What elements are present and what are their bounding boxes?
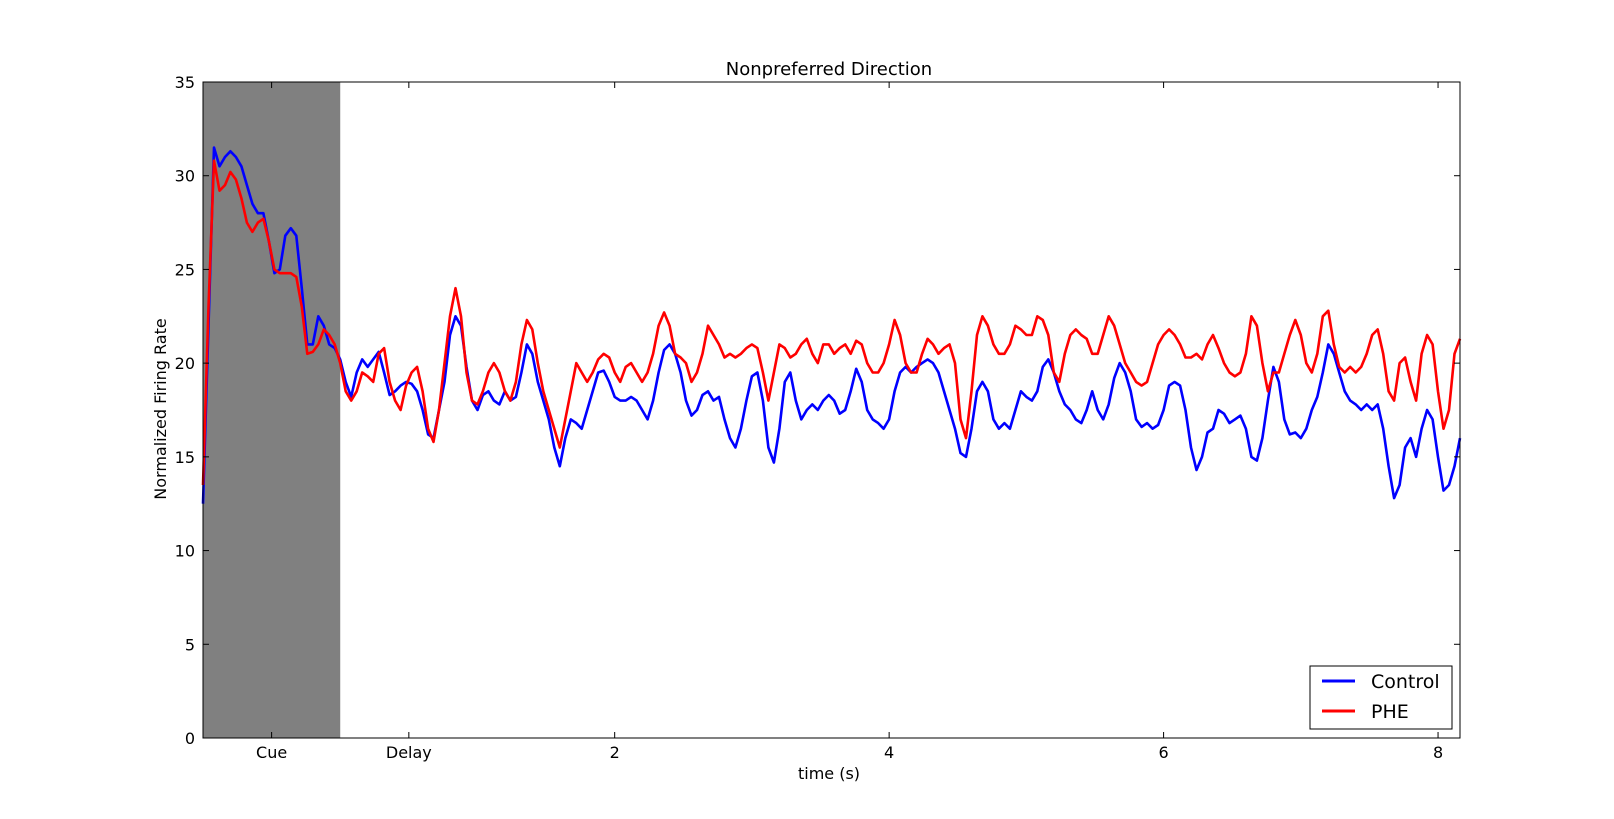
y-axis-label: Normalized Firing Rate [151, 318, 170, 499]
series-line-control [201, 146, 1462, 504]
series-line-phe [201, 159, 1462, 486]
series-layer [201, 146, 1462, 504]
axes-layer [202, 81, 1461, 739]
ticks-layer: Cue Delay 2 4 6 8 0 5 10 15 20 25 30 35 [175, 73, 1460, 762]
legend: Control PHE [1309, 665, 1453, 730]
y-tick-label: 30 [175, 167, 195, 186]
shaded-region-layer [203, 82, 341, 738]
cue-shaded-region [203, 82, 341, 738]
x-tick-label: 6 [1158, 743, 1168, 762]
y-tick-label: 15 [175, 448, 195, 467]
y-tick-label: 20 [175, 354, 195, 373]
x-tick-label: Cue [256, 743, 287, 762]
x-tick-label: 4 [884, 743, 894, 762]
x-tick-label: 8 [1433, 743, 1443, 762]
x-tick-label: Delay [386, 743, 432, 762]
y-tick-label: 5 [185, 635, 195, 654]
plot-frame [202, 81, 1461, 739]
legend-box [1309, 665, 1453, 730]
x-tick-label: 2 [610, 743, 620, 762]
y-tick-label: 10 [175, 542, 195, 561]
legend-label-phe: PHE [1371, 701, 1409, 723]
y-tick-label: 25 [175, 260, 195, 279]
x-axis-label: time (s) [798, 764, 860, 783]
y-tick-label: 0 [185, 729, 195, 748]
y-tick-label: 35 [175, 73, 195, 92]
chart-title: Nonpreferred Direction [726, 59, 932, 80]
legend-label-control: Control [1371, 671, 1440, 693]
